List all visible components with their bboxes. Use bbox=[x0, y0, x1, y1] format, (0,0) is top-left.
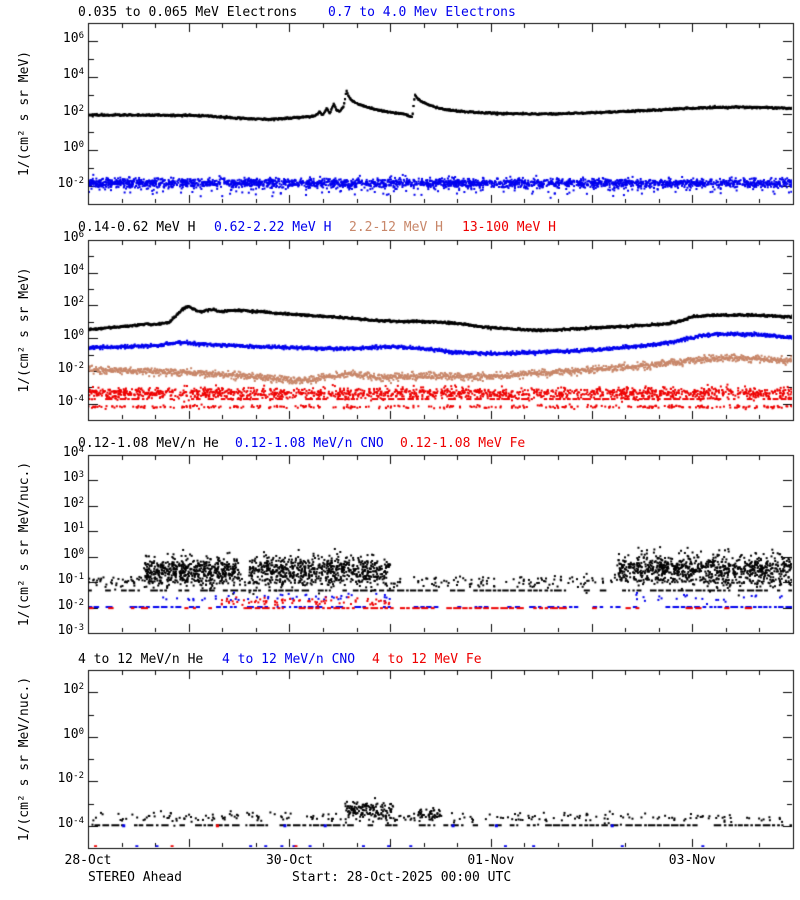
x-tick-label: 01-Nov bbox=[467, 853, 515, 868]
panel3-title-3: 0.12-1.08 MeV Fe bbox=[400, 436, 526, 451]
y-axis-unit-label: 1/(cm² s sr MeV/nuc.) bbox=[17, 676, 32, 842]
x-tick-label: 03-Nov bbox=[668, 853, 716, 868]
panel2-title-4: 13-100 MeV H bbox=[462, 220, 556, 235]
panel4-title-3: 4 to 12 MeV Fe bbox=[372, 652, 482, 667]
y-tick-label: 106 bbox=[62, 31, 84, 46]
x-tick-label: 28-Oct bbox=[64, 853, 112, 868]
panel4-title-1: 4 to 12 MeV/n He bbox=[78, 652, 204, 667]
y-tick-label: 101 bbox=[62, 521, 84, 536]
y-tick-label: 104 bbox=[62, 67, 84, 82]
y-tick-label: 100 bbox=[62, 727, 84, 742]
y-tick-label: 104 bbox=[62, 445, 84, 460]
x-tick-label: 30-Oct bbox=[265, 853, 313, 868]
y-tick-label: 100 bbox=[62, 547, 84, 562]
y-tick-label: 102 bbox=[62, 496, 84, 511]
y-tick-label: 106 bbox=[62, 230, 84, 245]
y-tick-label: 10-1 bbox=[57, 572, 85, 587]
y-axis-unit-label: 1/(cm² s sr MeV/nuc.) bbox=[17, 461, 32, 627]
panel4-title-2: 4 to 12 MeV/n CNO bbox=[222, 652, 356, 667]
y-tick-label: 10-2 bbox=[57, 361, 85, 376]
panel3-title-2: 0.12-1.08 MeV/n CNO bbox=[235, 436, 384, 451]
y-tick-label: 100 bbox=[62, 140, 84, 155]
panel1-title-1: 0.035 to 0.065 MeV Electrons bbox=[78, 5, 298, 20]
y-tick-label: 104 bbox=[62, 263, 84, 278]
y-tick-label: 103 bbox=[62, 470, 84, 485]
y-tick-label: 102 bbox=[62, 682, 84, 697]
panel2-title-3: 2.2-12 MeV H bbox=[349, 220, 443, 235]
y-tick-label: 10-2 bbox=[57, 176, 85, 191]
y-tick-label: 102 bbox=[62, 104, 84, 119]
y-tick-label: 10-3 bbox=[57, 623, 85, 638]
y-tick-label: 10-2 bbox=[57, 771, 85, 786]
panel2-title-2: 0.62-2.22 MeV H bbox=[214, 220, 332, 235]
panel3-title-1: 0.12-1.08 MeV/n He bbox=[78, 436, 219, 451]
y-axis-unit-label: 1/(cm² s sr MeV) bbox=[17, 267, 32, 393]
y-tick-label: 100 bbox=[62, 328, 84, 343]
y-tick-label: 10-4 bbox=[57, 394, 85, 409]
start-time-label: Start: 28-Oct-2025 00:00 UTC bbox=[292, 870, 512, 885]
y-axis-unit-label: 1/(cm² s sr MeV) bbox=[17, 50, 32, 177]
y-tick-label: 10-4 bbox=[57, 816, 85, 831]
spacecraft-label: STEREO Ahead bbox=[88, 870, 182, 885]
y-tick-label: 102 bbox=[62, 295, 84, 310]
panel1-title-2: 0.7 to 4.0 Mev Electrons bbox=[328, 5, 516, 20]
panel2-title-1: 0.14-0.62 MeV H bbox=[78, 220, 196, 235]
y-tick-label: 10-2 bbox=[57, 598, 85, 613]
